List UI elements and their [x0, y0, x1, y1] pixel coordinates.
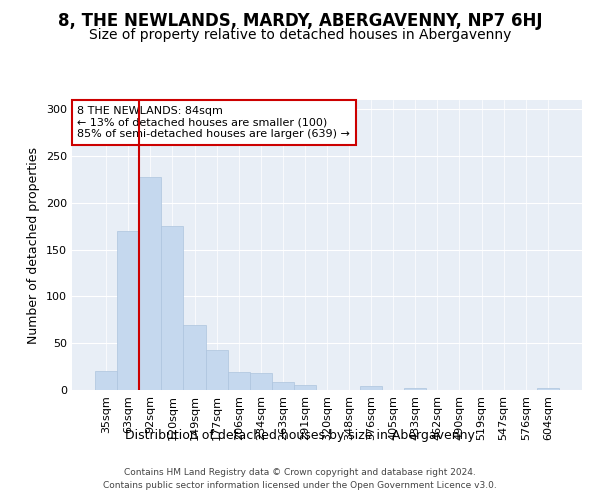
Bar	[272, 382, 294, 390]
Text: Distribution of detached houses by size in Abergavenny: Distribution of detached houses by size …	[125, 428, 475, 442]
Bar	[117, 231, 139, 390]
Text: 8, THE NEWLANDS, MARDY, ABERGAVENNY, NP7 6HJ: 8, THE NEWLANDS, MARDY, ABERGAVENNY, NP7…	[58, 12, 542, 30]
Bar	[404, 388, 427, 390]
Y-axis label: Number of detached properties: Number of detached properties	[28, 146, 40, 344]
Text: Contains public sector information licensed under the Open Government Licence v3: Contains public sector information licen…	[103, 482, 497, 490]
Bar	[227, 372, 250, 390]
Bar	[139, 176, 161, 390]
Bar	[294, 386, 316, 390]
Text: Contains HM Land Registry data © Crown copyright and database right 2024.: Contains HM Land Registry data © Crown c…	[124, 468, 476, 477]
Bar	[161, 226, 184, 390]
Bar	[250, 373, 272, 390]
Text: Size of property relative to detached houses in Abergavenny: Size of property relative to detached ho…	[89, 28, 511, 42]
Bar	[360, 386, 382, 390]
Text: 8 THE NEWLANDS: 84sqm
← 13% of detached houses are smaller (100)
85% of semi-det: 8 THE NEWLANDS: 84sqm ← 13% of detached …	[77, 106, 350, 139]
Bar	[95, 372, 117, 390]
Bar	[206, 350, 227, 390]
Bar	[537, 388, 559, 390]
Bar	[184, 324, 206, 390]
